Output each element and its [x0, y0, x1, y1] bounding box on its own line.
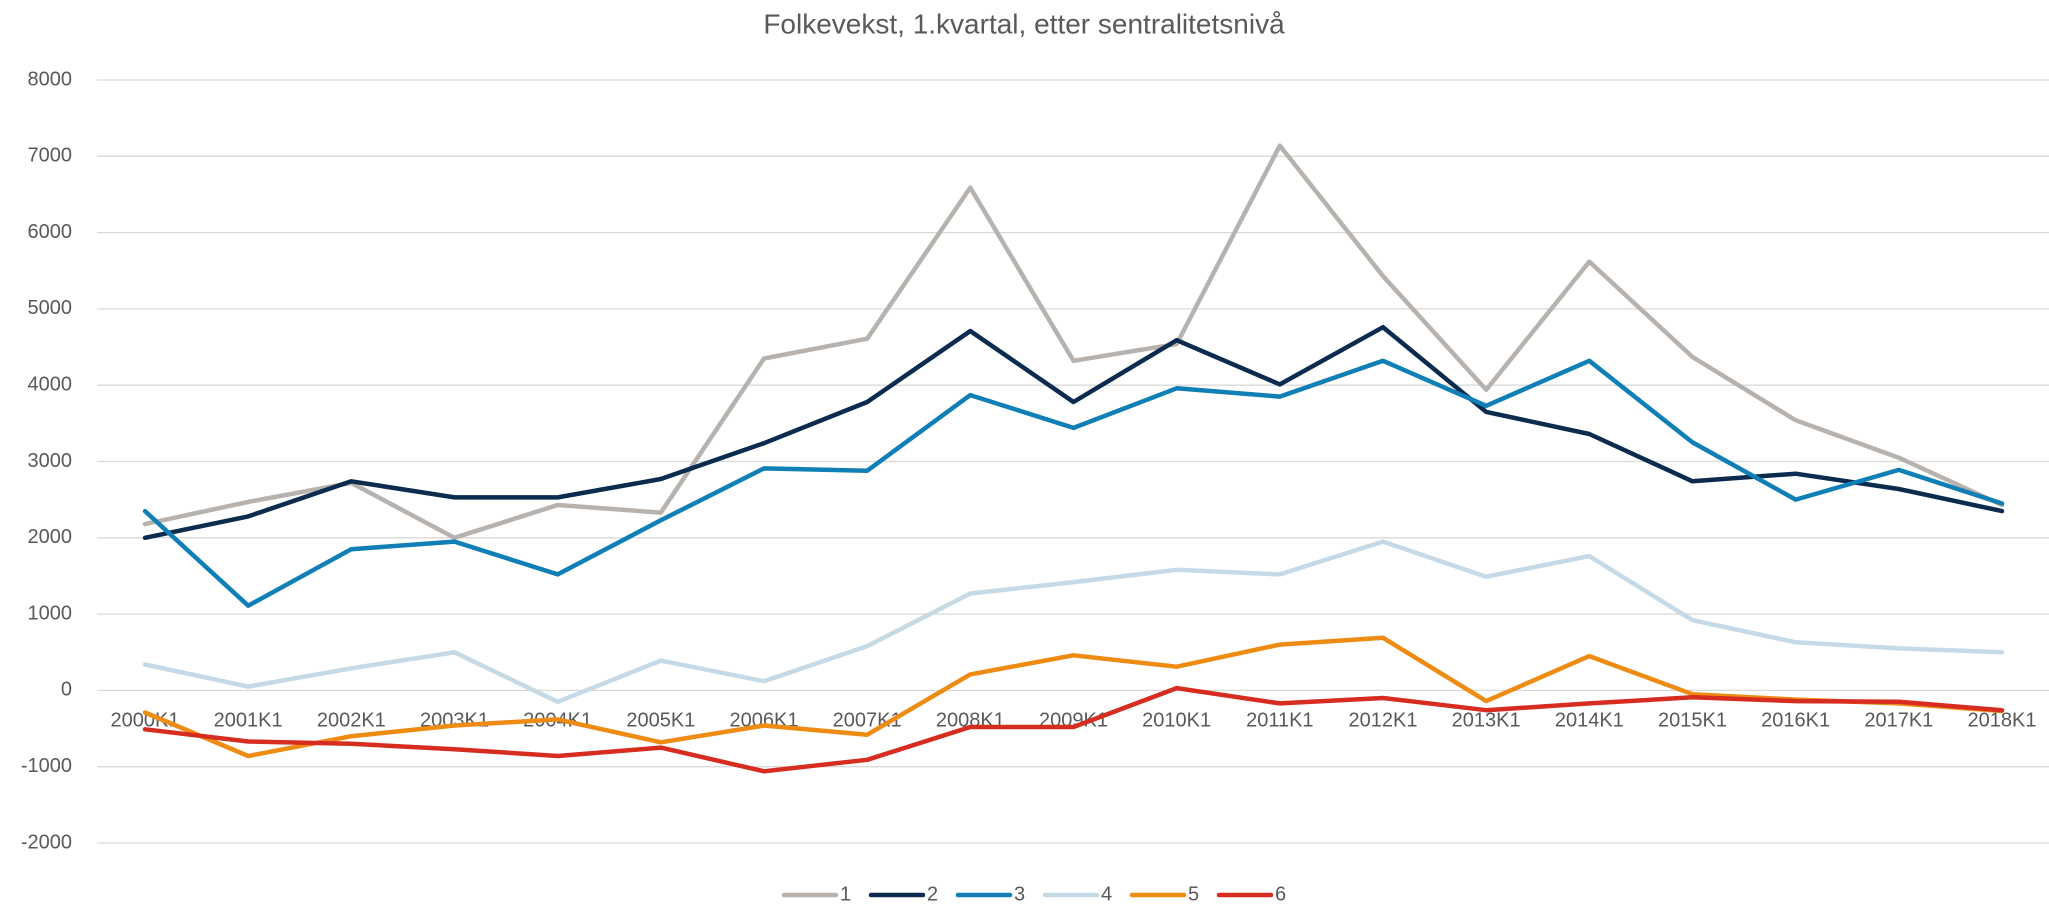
y-tick-label: 6000 — [28, 221, 73, 243]
y-tick-label: 1000 — [28, 602, 73, 624]
x-tick-label: 2010K1 — [1142, 709, 1211, 731]
series-line — [142, 635, 2005, 759]
legend-label: 6 — [1275, 883, 1286, 905]
y-tick-label: 2000 — [28, 526, 73, 548]
y-tick-label: -2000 — [21, 831, 72, 853]
chart-title: Folkevekst, 1.kvartal, etter sentralitet… — [763, 8, 1285, 39]
legend-label: 2 — [927, 883, 938, 905]
x-tick-label: 2015K1 — [1658, 709, 1727, 731]
y-tick-label: -1000 — [21, 755, 72, 777]
x-tick-label: 2018K1 — [1968, 709, 2037, 731]
series-line — [142, 358, 2005, 608]
y-tick-label: 5000 — [28, 297, 73, 319]
x-tick-label: 2011K1 — [1246, 709, 1313, 731]
legend-label: 1 — [840, 883, 851, 905]
y-tick-label: 4000 — [28, 373, 73, 395]
y-tick-label: 7000 — [28, 145, 73, 167]
x-tick-label: 2016K1 — [1761, 709, 1830, 731]
x-tick-label: 2005K1 — [626, 709, 695, 731]
series-line — [142, 539, 2005, 705]
x-tick-label: 2002K1 — [317, 709, 386, 731]
series-line — [142, 143, 2005, 541]
legend-label: 5 — [1188, 883, 1199, 905]
x-tick-label: 2000K1 — [111, 709, 180, 731]
x-tick-label: 2013K1 — [1452, 709, 1521, 731]
y-tick-label: 8000 — [28, 68, 73, 90]
series-line — [142, 324, 2005, 541]
legend-label: 4 — [1101, 883, 1112, 905]
y-tick-label: 3000 — [28, 450, 73, 472]
y-tick-label: 0 — [61, 679, 72, 701]
x-tick-label: 2001K1 — [214, 709, 283, 731]
legend-label: 3 — [1014, 883, 1025, 905]
x-tick-label: 2017K1 — [1864, 709, 1933, 731]
series-line — [142, 685, 2005, 774]
x-tick-label: 2012K1 — [1349, 709, 1418, 731]
x-tick-label: 2014K1 — [1555, 709, 1624, 731]
